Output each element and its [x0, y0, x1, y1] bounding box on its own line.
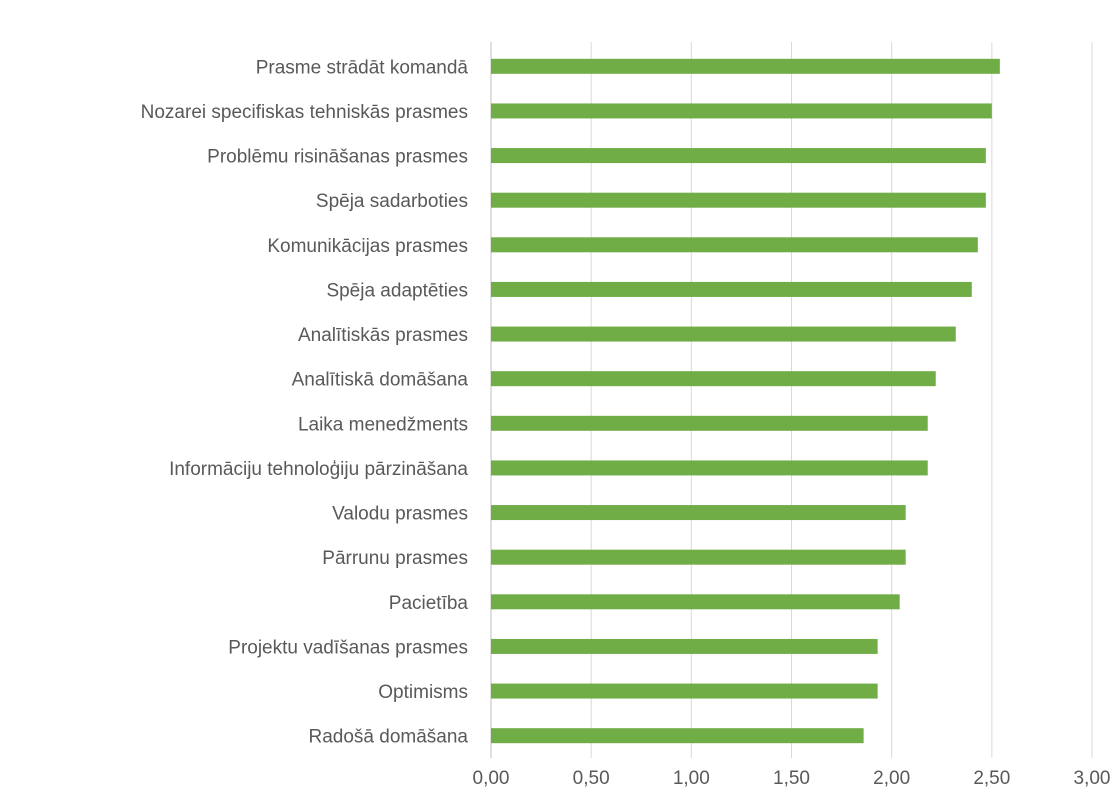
bar	[491, 728, 864, 744]
bar	[491, 683, 878, 699]
x-tick-labels: 0,00 0,50 1,00 1,50 2,00 2,50 3,00	[473, 768, 1111, 789]
category-label: Pacietība	[389, 593, 469, 614]
category-label: Komunikācijas prasmes	[267, 236, 468, 257]
x-tick-label: 0,50	[573, 768, 610, 789]
category-label: Optimisms	[378, 682, 468, 703]
x-tick-label: 2,50	[973, 768, 1010, 789]
x-tick-label: 2,00	[873, 768, 910, 789]
category-label: Projektu vadīšanas prasmes	[228, 637, 468, 658]
category-label: Valodu prasmes	[332, 504, 468, 525]
bar	[491, 192, 986, 208]
bar	[491, 415, 928, 431]
bar	[491, 460, 928, 476]
category-label: Informāciju tehnoloģiju pārzināšana	[169, 459, 468, 480]
bar	[491, 103, 992, 119]
bar	[491, 326, 956, 342]
category-label: Analītiskā domāšana	[292, 370, 469, 391]
bars	[491, 58, 1000, 744]
x-tick-label: 1,50	[773, 768, 810, 789]
x-tick-label: 3,00	[1074, 768, 1111, 789]
category-label: Spēja adaptēties	[326, 280, 468, 301]
category-label: Spēja sadarboties	[316, 191, 468, 212]
bar	[491, 638, 878, 654]
bar	[491, 594, 900, 610]
bar	[491, 58, 1000, 74]
category-labels: Prasme strādāt komandā Nozarei specifiska…	[141, 57, 469, 747]
bar	[491, 371, 936, 387]
category-label: Problēmu risināšanas prasmes	[207, 147, 468, 168]
bar	[491, 281, 972, 297]
bar	[491, 237, 978, 253]
category-label: Laika menedžments	[298, 414, 468, 435]
category-label: Nozarei specifiskas tehniskās prasmes	[141, 102, 468, 123]
category-label: Prasme strādāt komandā	[256, 57, 469, 78]
category-label: Pārrunu prasmes	[322, 548, 468, 569]
category-label: Radošā domāšana	[309, 727, 469, 748]
x-tick-label: 1,00	[673, 768, 710, 789]
category-label: Analītiskās prasmes	[298, 325, 468, 346]
x-tick-label: 0,00	[473, 768, 510, 789]
bar	[491, 148, 986, 164]
bar	[491, 549, 906, 565]
bar	[491, 505, 906, 521]
